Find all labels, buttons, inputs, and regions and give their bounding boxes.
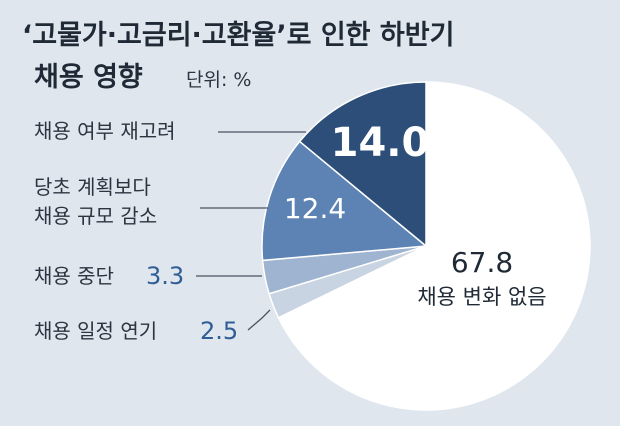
chart-title-line1: ‘고물가·고금리·고환율’로 인한 하반기 xyxy=(22,20,454,51)
value-reconsider: 14.0 xyxy=(331,120,430,166)
leader-postpone xyxy=(247,309,271,331)
label-no-change: 채용 변화 없음 xyxy=(417,285,546,309)
slice-reduce xyxy=(261,140,428,262)
unit-label: 단위: % xyxy=(186,69,251,91)
value-stop: 3.3 xyxy=(146,262,184,290)
label-reduce-line2: 채용 규모 감소 xyxy=(34,204,157,228)
chart-title-line2: 채용 영향 xyxy=(34,62,143,93)
label-stop: 채용 중단 xyxy=(34,264,114,288)
value-postpone: 2.5 xyxy=(200,317,238,345)
label-reconsider: 채용 여부 재고려 xyxy=(34,119,176,143)
value-reduce: 12.4 xyxy=(284,192,346,225)
label-reduce-line1: 당초 계획보다 xyxy=(34,175,151,199)
slice-no-change xyxy=(277,81,591,411)
slice-reconsider xyxy=(298,81,427,248)
label-postpone: 채용 일정 연기 xyxy=(34,319,157,343)
value-no-change: 67.8 xyxy=(451,246,513,279)
pie-slices xyxy=(261,81,591,411)
